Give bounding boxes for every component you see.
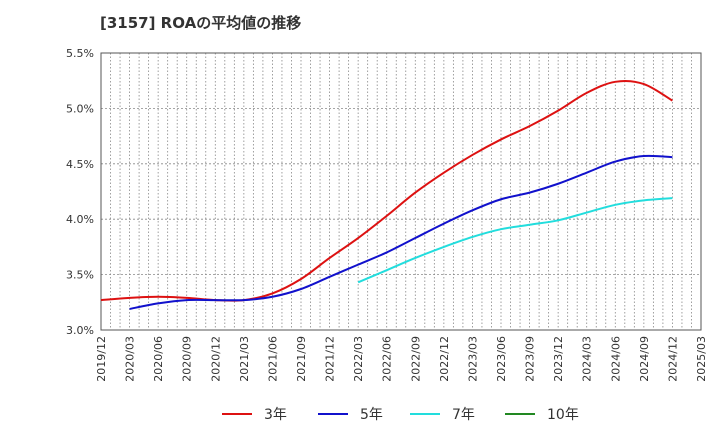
x-tick-label: 2021/09 (295, 336, 308, 382)
x-tick-label: 2020/06 (152, 336, 165, 382)
x-tick-label: 2020/09 (181, 336, 194, 382)
plot-frame (100, 52, 702, 331)
x-tick-label: 2024/09 (638, 336, 651, 382)
y-tick-label: 4.0% (66, 213, 94, 226)
y-tick-label: 5.0% (66, 102, 94, 115)
chart-title: [3157] ROAの平均値の推移 (100, 14, 302, 32)
series-layer (100, 80, 673, 310)
x-tick-label: 2022/12 (438, 336, 451, 382)
x-tick-label: 2025/03 (695, 336, 708, 382)
x-tick-label: 2023/03 (466, 336, 479, 382)
series-line-3 (357, 197, 673, 284)
y-tick-label: 4.5% (66, 158, 94, 171)
x-tick-label: 2023/12 (552, 336, 565, 382)
series-line-2 (129, 154, 673, 310)
x-tick-label: 2021/03 (238, 336, 251, 382)
x-tick-label: 2022/03 (352, 336, 365, 382)
x-tick-label: 2024/12 (666, 336, 679, 382)
x-tick-label: 2021/12 (324, 336, 337, 382)
legend-label-2: 5年 (360, 407, 383, 423)
y-tick-label: 5.5% (66, 47, 94, 60)
x-tick-label: 2024/03 (581, 336, 594, 382)
x-tick-label: 2020/03 (124, 336, 137, 382)
legend-label-1: 3年 (264, 407, 287, 423)
legend-label-4: 10年 (547, 407, 579, 423)
x-tick-label: 2022/06 (381, 336, 394, 382)
y-tick-label: 3.0% (66, 324, 94, 337)
plot-area (101, 53, 701, 330)
x-tick-label: 2024/06 (609, 336, 622, 382)
x-tick-label: 2023/09 (524, 336, 537, 382)
x-tick-label: 2021/06 (266, 336, 279, 382)
legend: 3年 5年 7年 10年 (222, 407, 579, 423)
x-tick-label: 2022/09 (409, 336, 422, 382)
legend-label-3: 7年 (452, 407, 475, 423)
x-tick-label: 2019/12 (95, 336, 108, 382)
x-tick-label: 2023/06 (495, 336, 508, 382)
x-tick-label: 2020/12 (209, 336, 222, 382)
series-line-1 (100, 80, 673, 302)
y-tick-label: 3.5% (66, 269, 94, 282)
grid-layer (100, 52, 702, 331)
axis-layer: 3.0% 3.5% 4.0% 4.5% 5.0% 5.5% 2019/12 2020/03 20… (66, 47, 708, 382)
